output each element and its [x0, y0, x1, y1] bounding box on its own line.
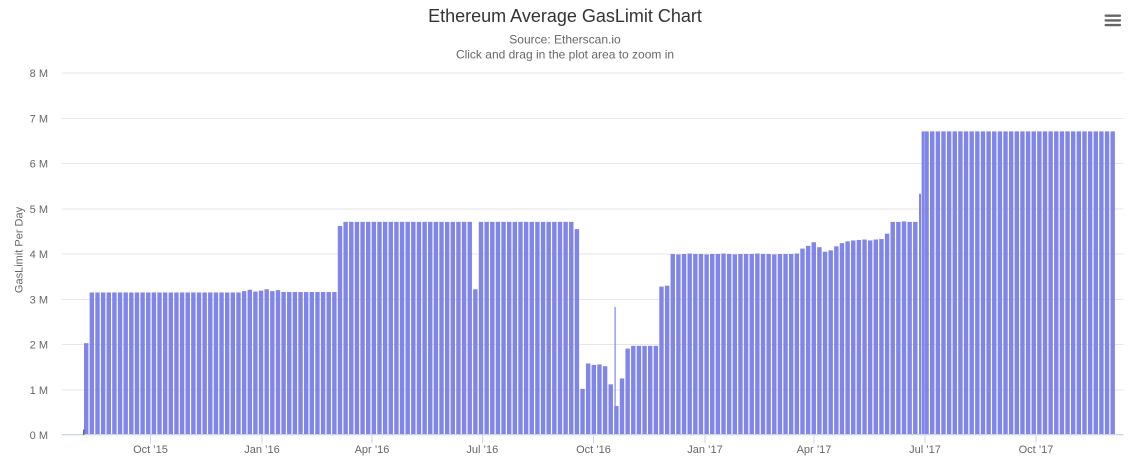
svg-text:Oct ’17: Oct ’17: [1019, 444, 1054, 456]
svg-text:5 M: 5 M: [30, 204, 48, 216]
svg-text:Jan ’16: Jan ’16: [244, 444, 279, 456]
svg-text:8 M: 8 M: [30, 68, 48, 80]
svg-text:Source: Etherscan.io: Source: Etherscan.io: [509, 33, 621, 47]
svg-text:6 M: 6 M: [30, 159, 48, 171]
svg-text:Apr ’16: Apr ’16: [355, 444, 390, 456]
svg-text:4 M: 4 M: [30, 249, 48, 261]
svg-text:Click and drag in the plot are: Click and drag in the plot area to zoom …: [456, 48, 674, 62]
svg-text:0 M: 0 M: [30, 430, 48, 442]
svg-text:Apr ’17: Apr ’17: [797, 444, 832, 456]
svg-text:Oct ’15: Oct ’15: [133, 444, 168, 456]
svg-text:Oct ’16: Oct ’16: [576, 444, 611, 456]
svg-text:3 M: 3 M: [30, 294, 48, 306]
svg-text:Jul ’17: Jul ’17: [909, 444, 941, 456]
svg-text:1 M: 1 M: [30, 385, 48, 397]
svg-text:GasLimit Per Day: GasLimit Per Day: [14, 206, 26, 293]
svg-text:2 M: 2 M: [30, 340, 48, 352]
svg-text:Jul ’16: Jul ’16: [466, 444, 498, 456]
svg-text:7 M: 7 M: [30, 113, 48, 125]
svg-text:Jan ’17: Jan ’17: [687, 444, 722, 456]
svg-text:Ethereum Average GasLimit Char: Ethereum Average GasLimit Chart: [428, 6, 702, 26]
